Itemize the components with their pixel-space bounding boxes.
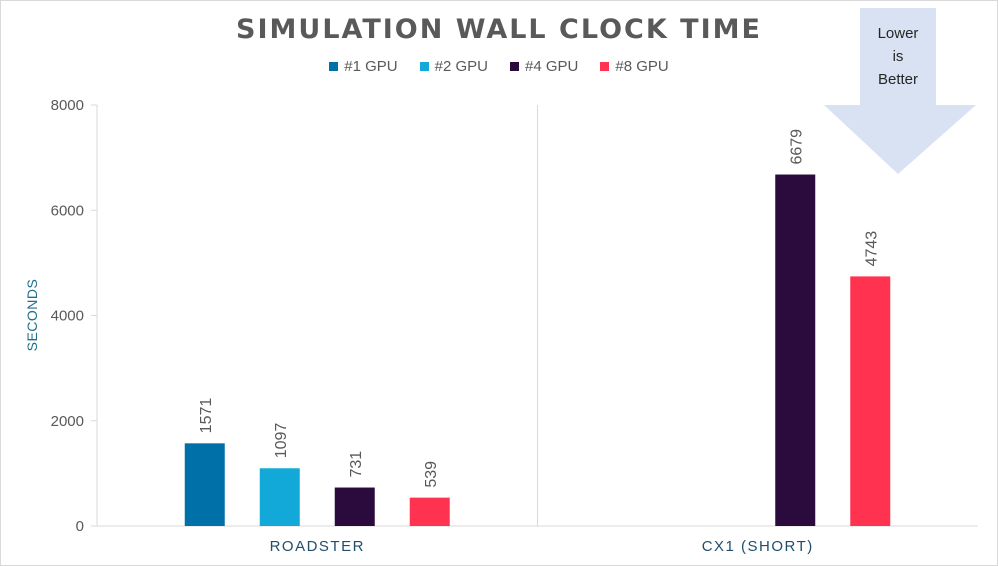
chart-title: SIMULATION WALL CLOCK TIME	[236, 14, 762, 45]
legend-swatch	[329, 62, 339, 71]
y-axis-label: SECONDS	[24, 278, 40, 352]
legend-swatch	[419, 62, 429, 71]
legend-swatch	[510, 62, 519, 71]
legend: #1 GPU #2 GPU #4 GPU #8 GPU	[0, 58, 998, 75]
note-line: is	[892, 48, 904, 65]
lower-is-better-note: Lower is Better	[860, 22, 936, 91]
legend-label: #4 GPU	[525, 58, 579, 75]
lower-is-better-arrow	[824, 8, 976, 174]
legend-label: #2 GPU	[434, 58, 488, 75]
legend-item-1gpu: #1 GPU	[329, 58, 398, 75]
legend-label: #1 GPU	[344, 58, 398, 75]
legend-item-8gpu: #8 GPU	[600, 58, 669, 75]
legend-item-2gpu: #2 GPU	[419, 58, 488, 75]
legend-item-4gpu: #4 GPU	[510, 58, 578, 75]
note-line: Better	[877, 71, 919, 88]
legend-swatch	[600, 62, 610, 71]
legend-label: #8 GPU	[615, 58, 669, 75]
note-line: Lower	[877, 25, 919, 42]
